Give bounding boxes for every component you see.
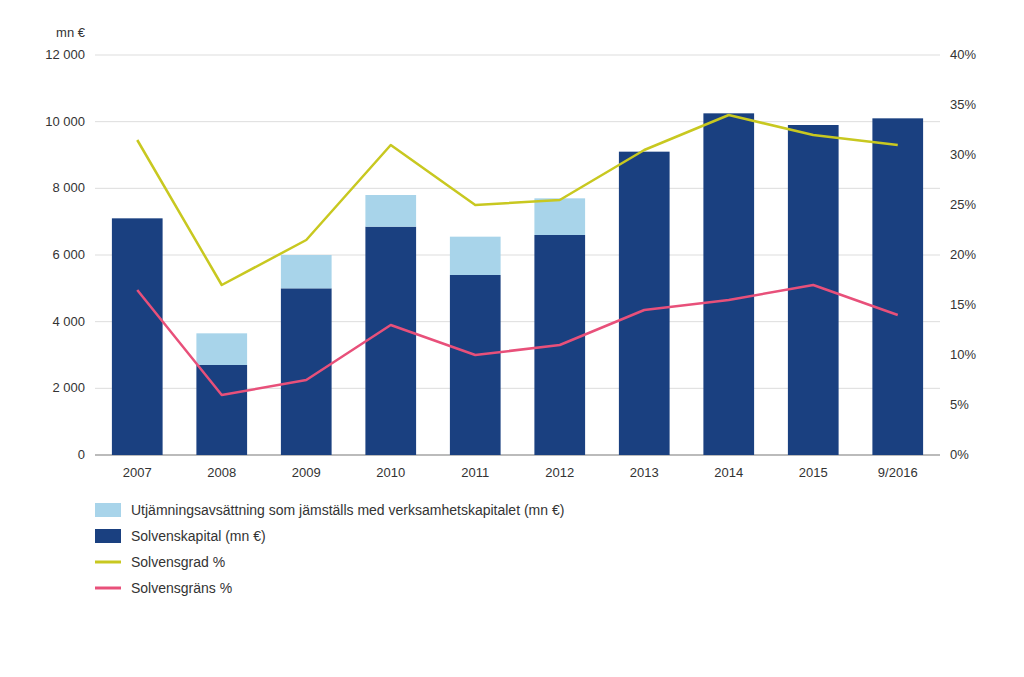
- x-tick-label: 2014: [714, 465, 743, 480]
- y-tick-label: 2 000: [52, 380, 85, 395]
- axes: 0 2 000 4 000 6 000 8 000 10 000 12 000 0% 5% 10%…: [45, 47, 976, 480]
- x-tick-label: 2015: [799, 465, 828, 480]
- bar: [703, 113, 754, 114]
- chart: 0 2 000 4 000 6 000 8 000 10 000 12 000 0% 5% 10%…: [0, 0, 1024, 677]
- bar: [619, 152, 670, 455]
- legend-label: Solvensgrad %: [131, 554, 225, 570]
- x-tick-label: 2008: [207, 465, 236, 480]
- bar: [788, 125, 839, 126]
- bar: [534, 198, 585, 235]
- x-tick-label: 2010: [376, 465, 405, 480]
- x-tick-label: 2012: [545, 465, 574, 480]
- y-tick-label: 0: [78, 447, 85, 462]
- y2-tick-label: 30%: [950, 147, 976, 162]
- x-tick-label: 2011: [461, 465, 489, 480]
- x-tick-label: 9/2016: [878, 465, 918, 480]
- y2-tick-label: 25%: [950, 197, 976, 212]
- y2-tick-label: 15%: [950, 297, 976, 312]
- y2-tick-label: 5%: [950, 397, 969, 412]
- bar-series: [112, 113, 923, 455]
- grid-line: [95, 55, 940, 56]
- bar: [281, 288, 332, 455]
- y2-tick-label: 40%: [950, 47, 976, 62]
- bar: [365, 227, 416, 455]
- y-tick-label: 6 000: [52, 247, 85, 262]
- bar: [872, 118, 923, 119]
- bar-series: [196, 195, 585, 365]
- bar: [281, 255, 332, 288]
- y2-tick-label: 10%: [950, 347, 976, 362]
- y-tick-label: 4 000: [52, 314, 85, 329]
- legend-item: Solvenskapital (mn €): [95, 528, 266, 544]
- legend-item: Solvensgrad %: [95, 554, 225, 570]
- legend-item: Solvensgräns %: [95, 580, 232, 596]
- y2-tick-label: 0%: [950, 447, 969, 462]
- y-tick-label: 12 000: [45, 47, 85, 62]
- x-tick-label: 2009: [292, 465, 321, 480]
- y2-tick-label: 20%: [950, 247, 976, 262]
- bar: [450, 237, 501, 275]
- legend-swatch: [95, 529, 121, 543]
- x-tick-label: 2013: [630, 465, 659, 480]
- legend-swatch: [95, 561, 121, 564]
- bar: [112, 218, 163, 219]
- bar: [872, 118, 923, 455]
- legend-label: Solvensgräns %: [131, 580, 232, 596]
- bar: [196, 365, 247, 455]
- grid-line: [95, 121, 940, 122]
- legend-label: Utjämningsavsättning som jämställs med v…: [131, 502, 564, 518]
- bar: [450, 275, 501, 455]
- legend-item: Utjämningsavsättning som jämställs med v…: [95, 502, 564, 518]
- x-tick-label: 2007: [123, 465, 152, 480]
- bar: [196, 333, 247, 365]
- bar: [703, 113, 754, 455]
- legend: Utjämningsavsättning som jämställs med v…: [95, 502, 564, 596]
- y-tick-label: 8 000: [52, 180, 85, 195]
- bar: [112, 218, 163, 455]
- y-axis-label: mn €: [56, 25, 86, 40]
- line: [137, 285, 898, 395]
- legend-label: Solvenskapital (mn €): [131, 528, 266, 544]
- legend-swatch: [95, 503, 121, 517]
- bar: [365, 195, 416, 227]
- legend-swatch: [95, 587, 121, 590]
- y-tick-label: 10 000: [45, 114, 85, 129]
- marks: [112, 113, 923, 455]
- grid: [95, 55, 940, 455]
- line: [137, 115, 898, 285]
- y2-tick-label: 35%: [950, 97, 976, 112]
